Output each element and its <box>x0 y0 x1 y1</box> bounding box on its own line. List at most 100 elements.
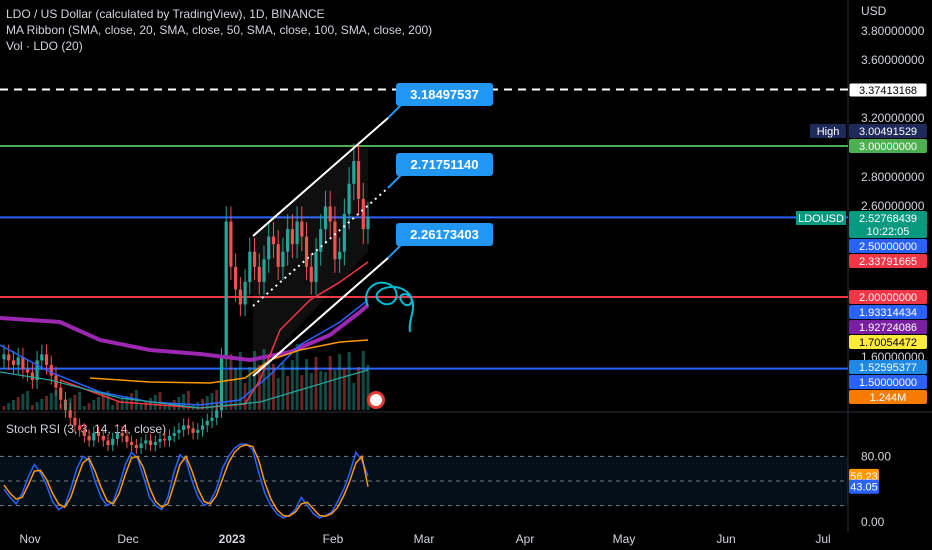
candle-body <box>49 364 53 376</box>
volume-bar <box>7 403 11 410</box>
candle-body <box>205 420 209 426</box>
candle-body <box>210 417 214 421</box>
ma200-line <box>0 303 370 363</box>
x-tick-label: Feb <box>323 532 344 546</box>
volume-bar <box>309 373 313 410</box>
volume-bar <box>158 392 162 410</box>
price-tag-value: 1.52595377 <box>859 362 917 374</box>
price-tag-value: 1.70054472 <box>859 337 917 349</box>
channel-callout-box <box>396 153 493 176</box>
channel-callout-box <box>396 83 493 106</box>
volume-bar <box>234 368 238 410</box>
candle-body <box>120 432 124 436</box>
y-tick-label: 3.80000000 <box>861 24 925 38</box>
volume-bar <box>59 404 63 410</box>
stoch-value-tag <box>849 468 879 483</box>
channel-upper-line <box>252 117 389 237</box>
candle-body <box>229 221 233 267</box>
legend-ma-ribbon[interactable]: MA Ribbon (SMA, close, 20, SMA, close, 5… <box>6 23 433 37</box>
volume-bar <box>342 368 346 410</box>
volume-bar <box>2 406 6 410</box>
volume-bar <box>238 352 242 410</box>
volume-bar <box>78 392 82 410</box>
candle-body <box>356 161 361 199</box>
volume-bar <box>144 401 148 410</box>
stoch-d-line <box>3 444 369 518</box>
candle-body <box>96 432 101 436</box>
volume-bar <box>290 360 294 410</box>
candle-body <box>276 244 280 267</box>
candle-body <box>304 236 309 267</box>
candle-body <box>35 360 39 381</box>
candle-body <box>134 444 138 448</box>
volume-bar <box>35 402 39 410</box>
candle-body <box>286 229 290 252</box>
candle-body <box>63 399 68 411</box>
price-tag-box <box>849 335 927 349</box>
candle-body <box>21 357 25 370</box>
volume-bar <box>276 378 280 410</box>
volume-bar <box>54 390 58 410</box>
candle-body <box>319 229 323 252</box>
candle-body <box>338 251 342 260</box>
volume-bar <box>333 370 337 410</box>
event-flag-icon-inner <box>370 394 382 406</box>
price-tag-value: 1.50000000 <box>859 377 917 389</box>
x-tick-label: Dec <box>117 532 138 546</box>
legend-volume[interactable]: Vol · LDO (20) <box>6 39 83 53</box>
price-tag-box <box>849 390 927 404</box>
candle-body <box>182 425 186 430</box>
candle-body <box>130 441 134 445</box>
volume-bar <box>295 344 299 410</box>
price-tag-box <box>849 224 927 238</box>
candle-body <box>342 213 346 252</box>
volume-bar <box>305 359 309 410</box>
legend-symbol[interactable]: LDO / US Dollar (calculated by TradingVi… <box>6 7 325 21</box>
volume-bar <box>357 367 361 410</box>
volume-bar <box>82 406 86 410</box>
volume-bar <box>248 367 252 410</box>
candle-body <box>191 428 195 433</box>
candle-body <box>78 425 82 430</box>
volume-bar <box>167 403 171 410</box>
volume-bar <box>45 396 49 410</box>
channel-callout-label: 3.18497537 <box>410 87 479 102</box>
candle-body <box>139 443 143 448</box>
candle-body <box>26 369 30 373</box>
channel-lower-line <box>252 257 389 377</box>
x-tick-label: May <box>613 532 636 546</box>
x-tick-label: Jul <box>815 532 830 546</box>
ma20-line <box>59 261 369 409</box>
stoch-value-label: 43.05 <box>850 482 878 494</box>
x-tick-label: Nov <box>19 532 40 546</box>
candle-body <box>271 236 276 245</box>
volume-bar <box>267 363 271 410</box>
price-tag-box <box>849 305 927 319</box>
ma50-line <box>89 339 369 384</box>
candle-body <box>248 251 252 282</box>
price-tag-box <box>849 124 927 138</box>
price-tag-label-box <box>810 124 846 138</box>
candle-body <box>44 354 49 365</box>
volume-bar <box>73 395 77 410</box>
stoch-rsi-legend[interactable]: Stoch RSI (3, 3, 14, 14, close) <box>6 422 167 436</box>
candle-body <box>177 429 181 433</box>
candle-body <box>300 221 304 237</box>
channel-callout-box <box>396 223 493 246</box>
candle-body <box>234 266 238 290</box>
y-tick-label: 2.60000000 <box>861 199 925 213</box>
price-tag-value: 3.00491529 <box>859 126 917 138</box>
candle-body <box>82 429 86 436</box>
candle-body <box>252 251 257 267</box>
candle-body <box>347 183 351 214</box>
price-tag-box <box>849 211 927 225</box>
y-tick-label: 3.60000000 <box>861 53 925 67</box>
volume-bar <box>210 393 214 410</box>
volume-bar <box>281 362 285 410</box>
stoch-y-tick: 0.00 <box>861 515 885 529</box>
volume-bar <box>361 351 365 410</box>
candle-body <box>158 438 162 442</box>
volume-bar <box>92 400 96 410</box>
volume-bar <box>11 400 15 410</box>
